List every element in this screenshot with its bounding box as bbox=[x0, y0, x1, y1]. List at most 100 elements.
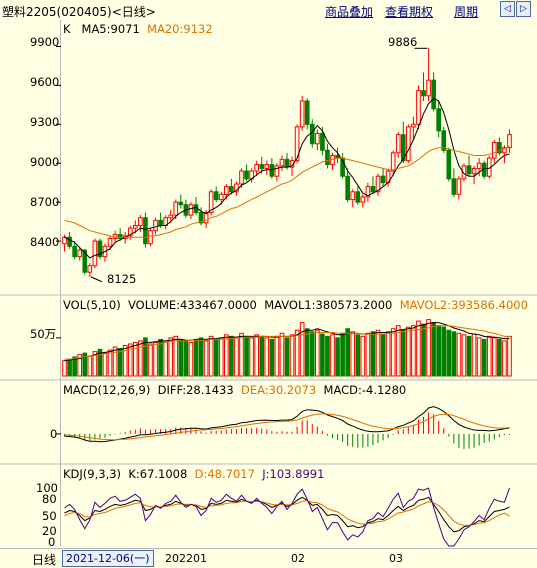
kdj-tick-100: 100 bbox=[36, 481, 58, 495]
mavol2-value: MAVOL2:393586.4000 bbox=[399, 298, 528, 312]
volume-bar bbox=[330, 334, 335, 377]
volume-bar bbox=[117, 348, 123, 377]
volume-bar bbox=[279, 332, 285, 377]
volume-bar bbox=[390, 328, 396, 377]
candle-body bbox=[239, 170, 244, 185]
volume-bar bbox=[294, 329, 300, 377]
candle-body bbox=[77, 249, 83, 258]
volume-bar bbox=[72, 356, 77, 377]
period-label: 日线 bbox=[32, 553, 57, 567]
volume-bar bbox=[143, 337, 148, 377]
volume-bar bbox=[486, 335, 492, 377]
volume-bar bbox=[466, 335, 472, 377]
volume-bar bbox=[395, 325, 401, 377]
price-tick-9900: 9900 bbox=[30, 35, 60, 49]
candle-body bbox=[436, 108, 442, 132]
volume-bar bbox=[345, 328, 350, 377]
candle-body bbox=[497, 141, 502, 154]
volume-bar bbox=[62, 360, 67, 377]
kdj-tick-80: 80 bbox=[42, 492, 57, 506]
month-tick-03: 03 bbox=[389, 552, 403, 565]
volume-bar bbox=[502, 340, 507, 377]
candle-body bbox=[224, 186, 229, 195]
high-price-annotation: 9886 bbox=[388, 35, 418, 49]
candle-body bbox=[320, 132, 325, 151]
kdj-panel-label: KDJ(9,3,3) bbox=[63, 467, 122, 481]
candle-body bbox=[476, 162, 482, 169]
candle-body bbox=[279, 158, 285, 167]
volume-bar bbox=[365, 332, 371, 377]
candle-body bbox=[168, 214, 174, 219]
next-arrow-icon[interactable]: ▷ bbox=[516, 1, 531, 17]
volume-bar bbox=[299, 322, 305, 377]
volume-bar bbox=[461, 334, 467, 377]
prev-arrow-icon[interactable]: ◁ bbox=[500, 1, 515, 17]
candle-body bbox=[395, 134, 401, 154]
volume-bar bbox=[340, 332, 345, 377]
volume-bar bbox=[193, 338, 199, 377]
candle-body bbox=[72, 245, 77, 258]
dea-line bbox=[64, 413, 510, 441]
candle-body bbox=[138, 217, 143, 227]
candle-body bbox=[411, 123, 416, 128]
volume-bar bbox=[132, 341, 138, 377]
j-line bbox=[64, 487, 510, 547]
candle-body bbox=[451, 178, 457, 195]
volume-bar bbox=[77, 354, 83, 377]
price-panel-label: K bbox=[63, 22, 71, 36]
candle-body bbox=[456, 178, 462, 195]
volume-bar bbox=[451, 331, 457, 377]
volume-bar bbox=[416, 320, 421, 377]
candle-body bbox=[132, 225, 138, 229]
kdj-tick-0: 0 bbox=[48, 535, 56, 549]
volume-bar bbox=[421, 323, 426, 377]
candle-body bbox=[254, 164, 259, 172]
commodity-overlay-link[interactable]: 商品叠加 bbox=[325, 5, 374, 19]
volume-bar bbox=[289, 334, 295, 377]
candle-body bbox=[304, 100, 310, 125]
month-tick-02: 02 bbox=[291, 552, 305, 565]
candle-body bbox=[274, 165, 280, 177]
price-tick-9000: 9000 bbox=[30, 155, 60, 169]
j-value: J:103.8991 bbox=[262, 467, 325, 481]
volume-bar bbox=[411, 325, 416, 377]
candle-body bbox=[502, 147, 507, 154]
volume-bar bbox=[178, 338, 184, 377]
candle-body bbox=[173, 201, 179, 216]
volume-bar bbox=[213, 338, 219, 377]
macd-zero-tick: 0 bbox=[50, 427, 58, 441]
volume-bar bbox=[436, 325, 442, 377]
low-price-annotation: 8125 bbox=[107, 272, 137, 286]
candle-body bbox=[345, 175, 350, 201]
volume-bar bbox=[355, 334, 361, 377]
cursor-date[interactable]: 2021-12-06(一) bbox=[62, 550, 154, 567]
month-tick-202201: 202201 bbox=[165, 552, 207, 565]
candle-body bbox=[355, 191, 361, 203]
top-bar: 塑料2205(020405)<日线> 商品叠加 查看期权 周期 ◁ ▷ bbox=[0, 0, 537, 20]
candle-body bbox=[315, 132, 320, 145]
candle-body bbox=[92, 240, 98, 267]
candle-body bbox=[406, 126, 411, 162]
candle-body bbox=[400, 134, 406, 162]
ma20-line bbox=[64, 145, 510, 238]
candle-body bbox=[421, 90, 426, 97]
dea-value: DEA:30.2073 bbox=[240, 383, 317, 397]
view-options-link[interactable]: 查看期权 bbox=[385, 5, 434, 19]
period-link[interactable]: 周期 bbox=[454, 5, 479, 19]
volume-bar bbox=[188, 341, 194, 377]
volume-bar bbox=[431, 322, 436, 377]
candle-body bbox=[208, 191, 214, 214]
candle-body bbox=[471, 167, 477, 175]
candle-body bbox=[350, 191, 356, 201]
volume-bar bbox=[304, 328, 310, 377]
volume-bar bbox=[274, 335, 280, 377]
volume-bar bbox=[234, 337, 239, 377]
volume-bar bbox=[208, 335, 214, 377]
volume-bar bbox=[122, 345, 128, 377]
volume-bar bbox=[441, 326, 447, 377]
k-line bbox=[64, 496, 510, 533]
candle-body bbox=[244, 170, 249, 180]
candle-body bbox=[325, 149, 330, 166]
volume-bar bbox=[203, 340, 209, 377]
